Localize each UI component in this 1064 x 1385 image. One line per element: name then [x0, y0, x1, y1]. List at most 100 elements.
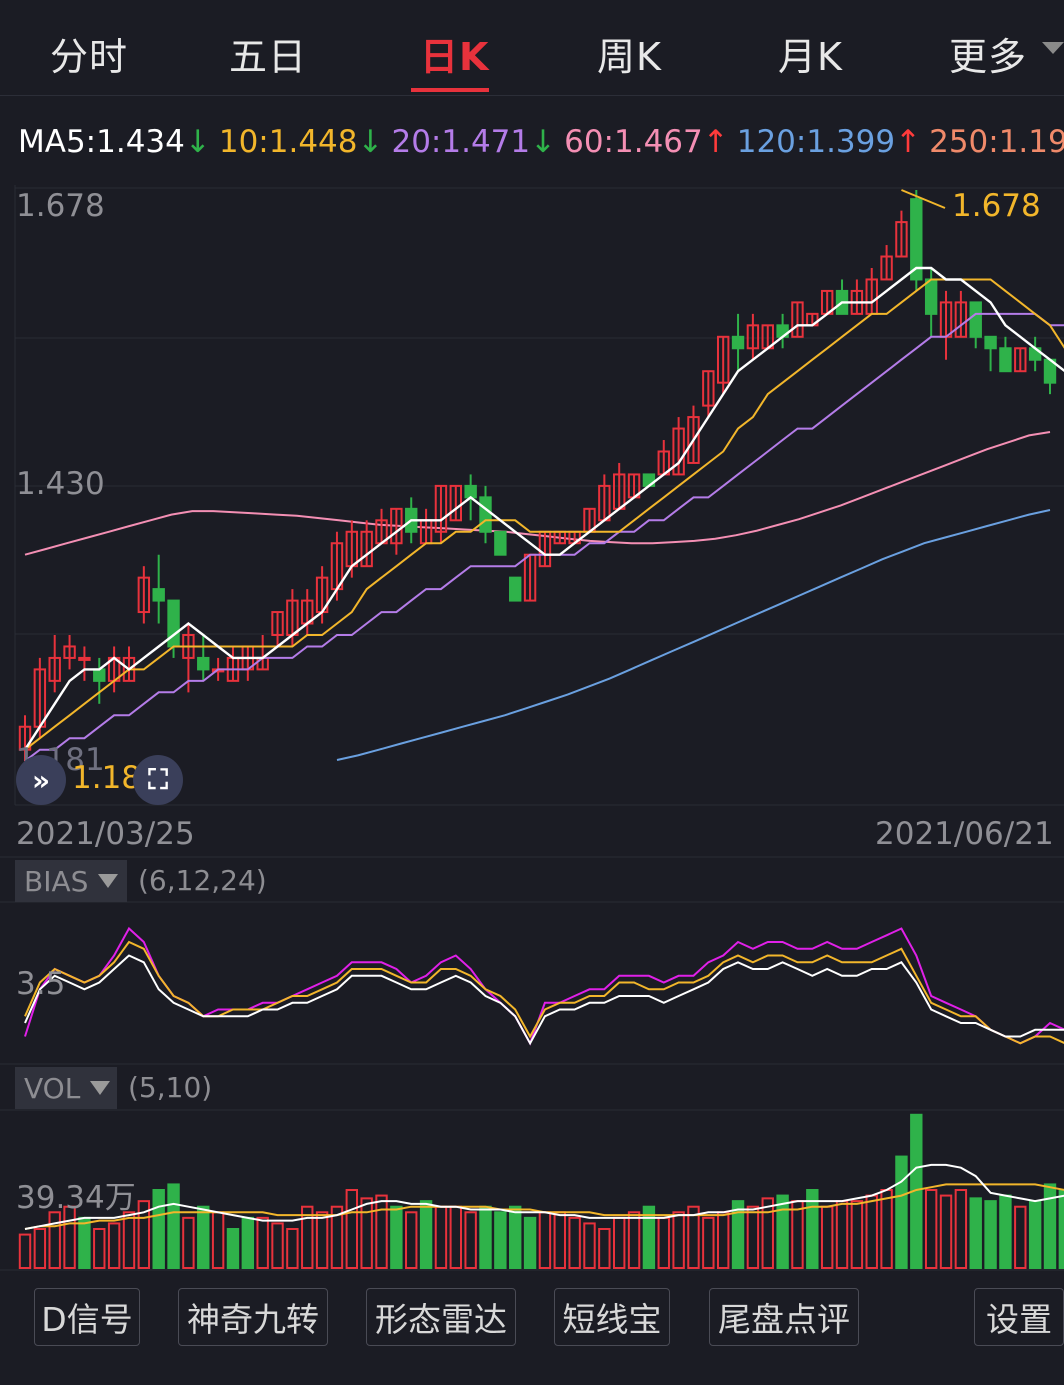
- candle-body: [969, 301, 982, 338]
- volume-bar: [18, 1233, 32, 1269]
- high-price-annotation: 1.678: [952, 188, 1041, 224]
- candle-body: [479, 496, 492, 533]
- volume-bar: [716, 1211, 730, 1270]
- volume-bar: [820, 1205, 834, 1269]
- candle-body: [464, 484, 477, 499]
- vol-indicator-selector[interactable]: VOL: [15, 1067, 117, 1109]
- vol-ma10-line: [24, 1183, 1064, 1230]
- volume-bar: [850, 1200, 864, 1269]
- candle-body: [791, 301, 804, 338]
- tab-intraday[interactable]: 分时: [50, 35, 129, 79]
- fullscreen-icon[interactable]: ⛶: [133, 755, 183, 805]
- volume-bar: [360, 1197, 373, 1270]
- candle-body: [880, 255, 893, 281]
- vol-ma5-line: [24, 1163, 1064, 1230]
- candle-body: [672, 427, 685, 476]
- ma-legend-item: 60:1.467↑: [564, 124, 729, 160]
- candle-body: [93, 668, 106, 682]
- closing-review-button[interactable]: 尾盘点评: [709, 1288, 859, 1346]
- candle-body: [1014, 347, 1027, 373]
- ma-legend-item: MA5:1.434↓: [18, 124, 211, 160]
- volume-bar: [523, 1216, 537, 1270]
- volume-bar: [315, 1211, 329, 1270]
- volume-bar: [731, 1200, 745, 1269]
- pattern-radar-button[interactable]: 形态雷达: [366, 1288, 516, 1346]
- bias-indicator-selector[interactable]: BIAS: [15, 860, 127, 902]
- volume-bar: [509, 1205, 522, 1269]
- d-signal-button[interactable]: D信号: [34, 1288, 140, 1346]
- volume-bar: [390, 1205, 403, 1269]
- volume-bar: [776, 1194, 789, 1269]
- short-line-button[interactable]: 短线宝: [554, 1288, 670, 1346]
- volume-bar: [434, 1205, 448, 1269]
- arrow-down-icon: ↓: [530, 124, 557, 160]
- tab-daily-k[interactable]: 日K: [420, 35, 490, 79]
- tab-more[interactable]: 更多: [949, 35, 1028, 79]
- candle-body: [137, 576, 151, 614]
- arrow-down-icon: ↓: [184, 124, 211, 160]
- ma60-line: [24, 431, 1051, 556]
- date-start: 2021/03/25: [16, 816, 195, 852]
- candle-body: [509, 576, 522, 602]
- candle-body: [895, 221, 908, 258]
- candle-body: [167, 599, 180, 648]
- volume-bar: [583, 1222, 596, 1270]
- volume-bar: [375, 1194, 388, 1269]
- candle-body: [63, 645, 76, 659]
- volume-bar: [895, 1155, 908, 1269]
- volume-bar: [286, 1228, 299, 1269]
- collapse-sidebar-icon[interactable]: »: [16, 755, 66, 805]
- volume-bar: [924, 1189, 938, 1269]
- candle-body: [702, 370, 715, 407]
- candle-body: [746, 324, 760, 350]
- ma-legend-item: 10:1.448↓: [218, 124, 384, 160]
- volume-bar: [152, 1189, 165, 1269]
- volume-bar: [226, 1228, 240, 1269]
- candle-body: [434, 484, 448, 533]
- candle-body: [78, 656, 91, 661]
- volume-bar: [835, 1200, 849, 1269]
- volume-bar: [241, 1216, 255, 1270]
- volume-bar: [464, 1211, 477, 1270]
- volume-bar: [687, 1205, 700, 1269]
- ma10-line: [24, 278, 1064, 751]
- ma-legend-item: 250:1.192↑: [929, 124, 1064, 160]
- vol-axis-label: 39.34万: [16, 1180, 136, 1216]
- volume-bar: [137, 1200, 151, 1269]
- chevron-down-icon[interactable]: [1042, 42, 1064, 54]
- candle-body: [954, 301, 968, 338]
- bias-slow-line: [24, 954, 1064, 1046]
- candle-body: [716, 335, 730, 384]
- volume-bar: [806, 1189, 819, 1269]
- volume-bar: [494, 1211, 507, 1270]
- vol-params: (5,10): [128, 1071, 213, 1104]
- settings-button[interactable]: 设置: [974, 1288, 1064, 1346]
- candle-body: [271, 611, 284, 636]
- tab-weekly-k[interactable]: 周K: [597, 35, 662, 79]
- arrow-up-icon: ↑: [895, 124, 922, 160]
- ma-legend: MA5:1.434↓ 10:1.448↓ 20:1.471↓ 60:1.467↑ 120…: [18, 124, 1064, 160]
- magic-nine-button[interactable]: 神奇九转: [178, 1288, 328, 1346]
- candle-body: [731, 335, 745, 350]
- volume-bar: [107, 1222, 121, 1270]
- volume-bar: [48, 1211, 61, 1270]
- volume-bar: [865, 1194, 878, 1269]
- ma120-line: [336, 509, 1051, 761]
- volume-bar: [954, 1189, 968, 1269]
- volume-bar: [479, 1205, 492, 1269]
- candle-body: [999, 347, 1012, 373]
- volume-bar: [256, 1216, 269, 1270]
- volume-bar: [330, 1205, 344, 1269]
- tab-five-day[interactable]: 五日: [229, 35, 308, 79]
- candle-body: [984, 335, 997, 350]
- volume-bar: [568, 1216, 581, 1270]
- arrow-down-icon: ↓: [357, 124, 384, 160]
- chevron-down-icon: [90, 1081, 111, 1095]
- volume-bar: [969, 1197, 982, 1270]
- volume-bar: [405, 1211, 418, 1270]
- volume-bar: [761, 1197, 774, 1270]
- volume-bar: [1058, 1189, 1064, 1269]
- tab-monthly-k[interactable]: 月K: [778, 35, 843, 79]
- vol-label: VOL: [24, 1071, 81, 1105]
